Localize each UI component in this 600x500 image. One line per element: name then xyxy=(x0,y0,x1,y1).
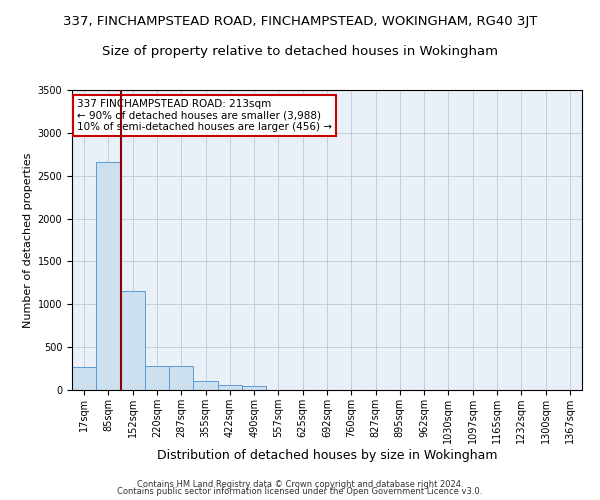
Text: 337 FINCHAMPSTEAD ROAD: 213sqm
← 90% of detached houses are smaller (3,988)
10% : 337 FINCHAMPSTEAD ROAD: 213sqm ← 90% of … xyxy=(77,99,332,132)
Text: Contains HM Land Registry data © Crown copyright and database right 2024.: Contains HM Land Registry data © Crown c… xyxy=(137,480,463,489)
Bar xyxy=(169,366,193,390)
Bar xyxy=(193,382,218,390)
Text: Size of property relative to detached houses in Wokingham: Size of property relative to detached ho… xyxy=(102,45,498,58)
Bar xyxy=(96,162,121,390)
Bar xyxy=(121,292,145,390)
Bar xyxy=(72,367,96,390)
Bar xyxy=(145,366,169,390)
Bar xyxy=(242,386,266,390)
Y-axis label: Number of detached properties: Number of detached properties xyxy=(23,152,34,328)
Text: 337, FINCHAMPSTEAD ROAD, FINCHAMPSTEAD, WOKINGHAM, RG40 3JT: 337, FINCHAMPSTEAD ROAD, FINCHAMPSTEAD, … xyxy=(63,15,537,28)
X-axis label: Distribution of detached houses by size in Wokingham: Distribution of detached houses by size … xyxy=(157,448,497,462)
Text: Contains public sector information licensed under the Open Government Licence v3: Contains public sector information licen… xyxy=(118,488,482,496)
Bar xyxy=(218,385,242,390)
